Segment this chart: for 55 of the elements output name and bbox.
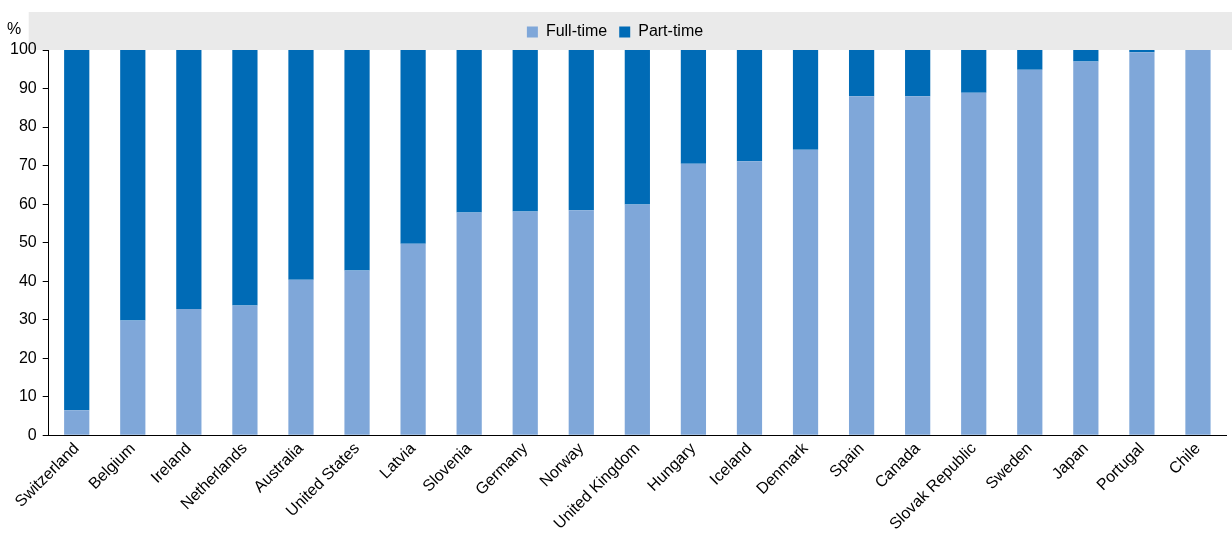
bar [1073,61,1099,435]
bar [120,50,146,321]
y-tick-label: 20 [18,348,37,366]
y-tick-label: 10 [18,387,37,405]
legend-label: Part-time [638,22,704,40]
bar [905,96,931,435]
bar [961,92,987,435]
y-tick-label: 100 [9,40,37,58]
bar [848,50,875,97]
bar [736,161,763,435]
y-tick-label: 50 [18,233,37,251]
bar [512,211,538,435]
bar [232,305,258,435]
bar [512,50,538,212]
bar [400,243,426,435]
bar [568,50,594,211]
bar [64,410,90,435]
y-tick-label: 90 [18,78,37,96]
bar [400,50,426,244]
bar [1017,50,1043,70]
y-tick-label: 60 [18,194,37,212]
bar [1129,50,1155,53]
bar [624,204,650,435]
bar [680,163,707,435]
bar [568,210,594,435]
y-tick-label: 40 [18,271,37,289]
bar [64,50,90,411]
bar [176,308,202,435]
bar [456,212,482,435]
bar [792,149,819,435]
legend-label: Full-time [545,22,608,40]
bar [1017,69,1043,435]
y-tick-label: 30 [18,310,37,328]
bar [1185,50,1211,435]
bar [624,50,650,205]
bar [344,270,370,435]
bar [120,320,146,435]
bar [792,50,819,150]
bar [288,50,314,280]
bar [848,96,875,435]
bar [232,50,258,306]
y-axis-title: % [6,20,22,38]
bar [736,50,763,162]
bar [176,50,202,309]
bar [1129,52,1155,435]
bar [905,50,931,97]
bar [456,50,482,213]
bar [961,50,987,93]
bar [680,50,707,164]
y-tick-label: 0 [27,425,37,443]
y-tick-label: 70 [18,156,37,173]
bar [344,50,370,271]
bar [288,279,314,435]
y-tick-label: 80 [18,117,37,135]
bar [1073,50,1099,62]
